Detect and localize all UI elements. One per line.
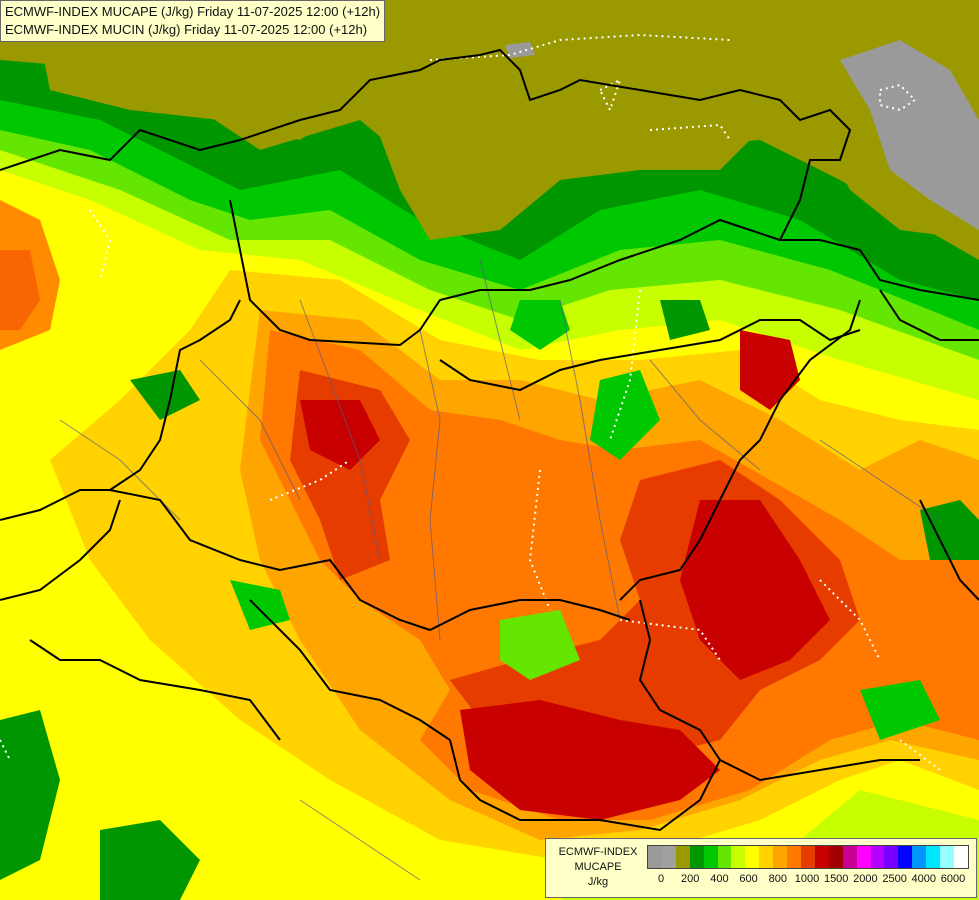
patch-green-9 [920, 500, 979, 560]
legend-swatch [731, 846, 746, 868]
legend-swatch [717, 846, 732, 868]
field-red [680, 500, 830, 680]
legend-swatch [759, 846, 774, 868]
border-md [919, 499, 979, 601]
field-olive-north [370, 70, 760, 240]
border-ua [879, 289, 979, 341]
border-at-si [109, 489, 431, 631]
patch-green-5 [860, 680, 940, 740]
green-patches [0, 300, 979, 900]
field-red-west [300, 400, 380, 470]
border-west [0, 299, 241, 521]
field-gray-ne [840, 40, 979, 230]
legend-title-line1: ECMWF-INDEX [558, 846, 638, 858]
border-north [0, 48, 979, 301]
field-orange-far-west [0, 200, 60, 350]
legend-tick-label: 1500 [823, 873, 849, 885]
field-red-ne [740, 330, 800, 410]
legend-swatch [940, 846, 954, 868]
legend-swatch [689, 846, 704, 868]
border-sk-hu [439, 319, 861, 392]
title-line-mucin: ECMWF-INDEX MUCIN (J/kg) Friday 11-07-20… [5, 22, 368, 37]
legend-swatch [884, 846, 899, 868]
contour-11 [0, 739, 11, 761]
border-rs [449, 599, 722, 832]
title-line-mucape: ECMWF-INDEX MUCAPE (J/kg) Friday 11-07-2… [5, 4, 381, 19]
border-hu-ro [619, 299, 861, 601]
patch-green-3 [660, 300, 710, 340]
legend-title: ECMWF-INDEX MUCAPE J/kg [550, 845, 646, 890]
patch-green-7 [100, 820, 200, 900]
legend-swatch [856, 846, 871, 868]
field-dark-orange [260, 330, 979, 820]
legend-swatch [953, 846, 968, 868]
legend-swatch [870, 846, 885, 868]
legend-swatch [814, 846, 829, 868]
legend-tick-label: 6000 [940, 873, 966, 885]
legend-swatch [842, 846, 857, 868]
legend-unit: J/kg [587, 876, 609, 888]
legend-tick-label: 800 [768, 873, 787, 885]
patch-green-6 [0, 710, 60, 880]
field-gray-n [505, 42, 535, 58]
legend-swatch [828, 846, 843, 868]
field-olive-nw [40, 40, 340, 140]
legend-tick-label: 4000 [911, 873, 937, 885]
legend-tick-label: 600 [739, 873, 758, 885]
legend-swatch [898, 846, 913, 868]
legend-tick-label: 2500 [882, 873, 907, 885]
border-west-south [0, 499, 121, 601]
legend-swatch [661, 846, 676, 868]
patch-green-8 [130, 370, 200, 420]
legend-tick-labels: 0 200 400 600 800 1000 1500 2000 2500 4000 6000 [647, 873, 967, 889]
legend-tick-label: 0 [657, 873, 665, 885]
border-ro-south [719, 759, 920, 782]
contour-12 [429, 33, 731, 61]
patch-green-1 [590, 370, 660, 460]
country-borders [0, 48, 979, 832]
cape-fields [0, 60, 979, 900]
legend-swatch [800, 846, 815, 868]
legend: ECMWF-INDEX MUCAPE J/kg 0 200 400 600 800 100… [545, 838, 977, 898]
legend-swatch [675, 846, 690, 868]
patch-green-4 [230, 580, 290, 630]
legend-tick-label: 1000 [794, 873, 820, 885]
legend-tick-label: 2000 [853, 873, 878, 885]
map-title: ECMWF-INDEX MUCAPE (J/kg) Friday 11-07-2… [0, 0, 386, 42]
contour-7 [819, 579, 881, 661]
mucin-zero-contours [0, 33, 941, 771]
patch-green-10 [500, 610, 580, 680]
border-cz-sk [419, 218, 781, 331]
legend-color-bar [647, 845, 969, 869]
legend-swatch [926, 846, 941, 868]
legend-title-line2: MUCAPE [574, 861, 622, 873]
border-germany-cz [229, 199, 421, 347]
low-cape-zones [40, 10, 979, 240]
legend-swatch [703, 846, 718, 868]
border-hr [249, 599, 451, 741]
border-hu-hr [429, 599, 631, 631]
contour-4 [609, 289, 641, 441]
legend-swatch [912, 846, 927, 868]
legend-tick-label: 200 [681, 873, 700, 885]
patch-green-2 [510, 300, 570, 350]
contour-8 [899, 739, 941, 771]
field-red-south [460, 700, 720, 820]
border-far-south [29, 639, 281, 741]
contour-5 [528, 469, 551, 611]
legend-swatch [745, 846, 760, 868]
contour-9 [89, 209, 112, 281]
legend-tick-label: 400 [710, 873, 729, 885]
legend-swatch [773, 846, 788, 868]
legend-swatch [787, 846, 801, 868]
legend-swatch [648, 846, 662, 868]
